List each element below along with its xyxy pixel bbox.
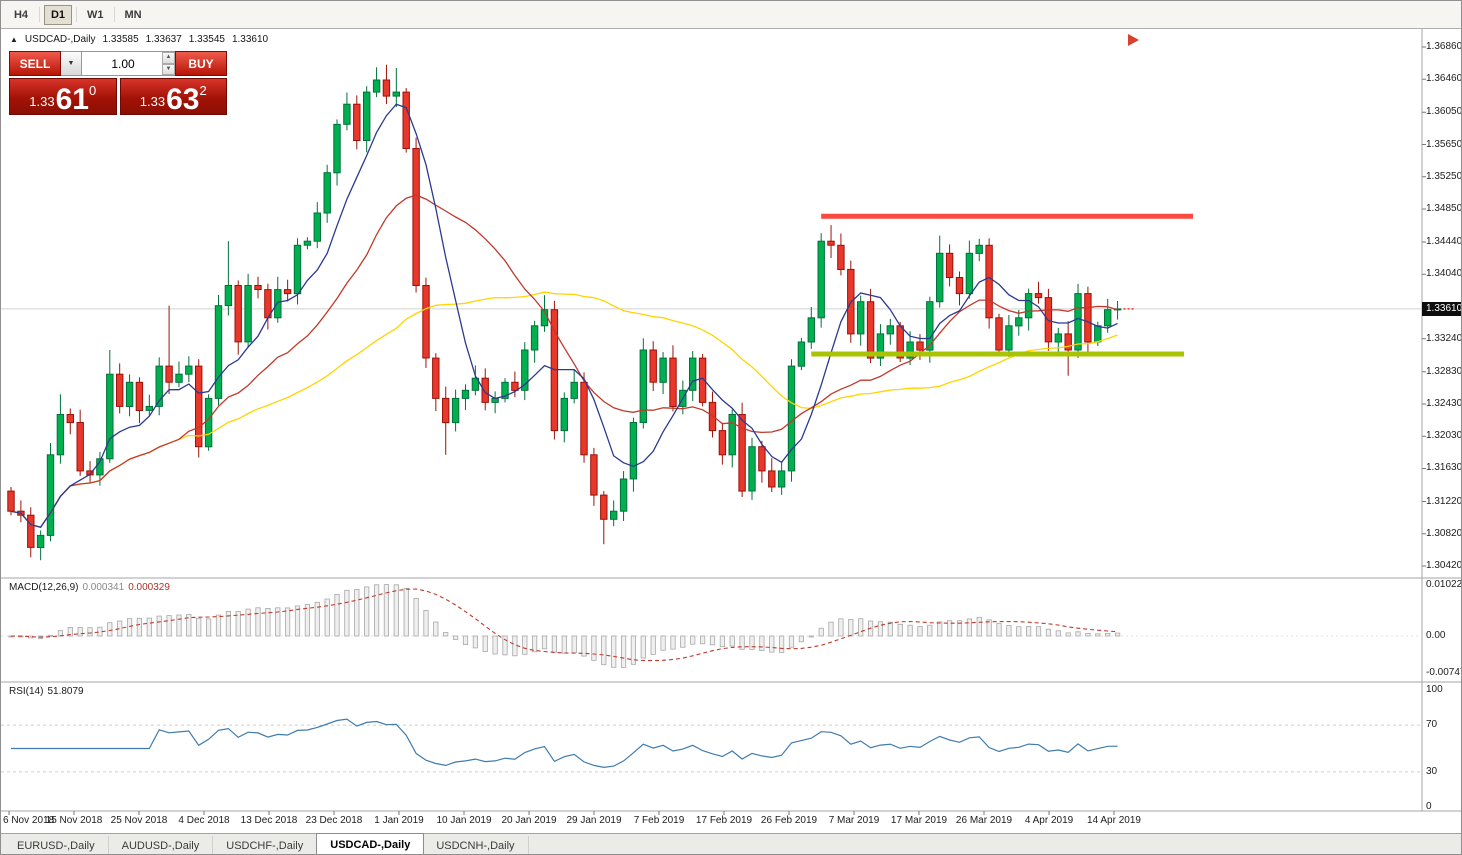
ma-fast-line [10,103,1118,529]
macd-signal-line [10,588,1118,662]
price-scale-label: 1.32830 [1426,365,1462,377]
chart-shift-marker[interactable] [1128,34,1139,46]
ohlc-close: 1.33610 [231,34,269,45]
price-scale-label: 1.30420 [1426,559,1462,571]
one-click-toggle-icon[interactable]: ▲ [10,35,18,44]
ohlc-high: 1.33637 [145,34,182,45]
price-scale-label: 1.31220 [1426,495,1462,507]
chevron-down-icon: ▼ [67,60,75,67]
ask-pips: 63 [166,83,200,116]
chart-tab-USDCAD[interactable]: USDCAD-,Daily [316,833,425,854]
toolbar-separator [113,7,115,22]
chart-symbol-label: USDCAD-,Daily [24,34,96,45]
macd-value-signal: 0.000329 [128,582,170,593]
date-label: 10 Jan 2019 [436,815,492,826]
date-label: 17 Mar 2019 [890,815,948,826]
toolbar-separator [76,7,77,22]
toolbar-separator [39,7,40,22]
price-scale-label: 1.33240 [1426,332,1462,344]
date-label: 29 Jan 2019 [566,815,622,826]
volume-field-wrap: ▲ ▼ [82,51,175,76]
date-label: 6 Nov 2018 [3,815,55,826]
price-scale-label: 1.35650 [1426,138,1462,150]
price-scale-label: 1.36460 [1426,73,1462,85]
timeframe-button-D1[interactable]: D1 [44,4,72,25]
price-scale-label: 1.32430 [1426,398,1462,409]
ask-point: 2 [199,83,207,98]
rsi-scale-label: 30 [1426,765,1438,777]
macd-label: MACD(12,26,9) 0.000341 0.000329 [9,582,170,593]
macd-scale-label: -0.007477 [1426,667,1461,679]
chart-tab-EURUSD[interactable]: EURUSD-,Daily [4,836,109,854]
date-label: 17 Feb 2019 [695,815,753,826]
macd-scale-label: 0.00 [1426,630,1446,641]
date-label: 26 Feb 2019 [760,815,818,826]
rsi-label: RSI(14) 51.8079 [9,686,84,697]
timeframe-button-H4[interactable]: H4 [7,5,35,25]
chart-info: ▲ USDCAD-,Daily 1.33585 1.33637 1.33545 … [10,34,268,45]
price-scale-label: 1.30820 [1426,527,1462,539]
rsi-scale-label: 100 [1426,684,1443,695]
bid-big-figure: 1.33 [29,94,55,109]
rsi-scale-label: 0 [1426,801,1432,812]
ask-price-panel[interactable]: 1.33 63 2 [119,78,227,116]
ma-mid-line [10,194,1118,529]
bid-pips: 61 [55,83,89,116]
price-scale-label: 1.36050 [1426,106,1462,118]
macd-histogram [8,584,1121,668]
date-label: 13 Dec 2018 [240,815,298,826]
date-label: 4 Apr 2019 [1024,815,1074,826]
sell-button[interactable]: SELL [9,51,61,76]
date-label: 7 Mar 2019 [828,815,880,826]
date-label: 26 Mar 2019 [955,815,1013,826]
volume-decrease-button[interactable]: ▼ [162,63,175,75]
ohlc-low: 1.33545 [188,34,225,45]
rsi-line [11,718,1118,769]
rsi-value: 51.8079 [47,686,84,697]
date-label: 20 Jan 2019 [501,815,557,826]
price-scale-label: 1.31630 [1426,462,1462,474]
ask-big-figure: 1.33 [139,94,166,109]
bid-price-panel[interactable]: 1.33 61 0 [9,78,117,115]
date-label: 25 Nov 2018 [110,815,168,826]
chart-tab-AUDUSD[interactable]: AUDUSD-,Daily [109,836,214,854]
one-click-trade-widget: SELL ▼ ▲ ▼ BUY 1.33 61 0 1.33 63 [9,51,227,115]
chart-tab-USDCNH[interactable]: USDCNH-,Daily [423,836,529,854]
price-scale-label: 1.32030 [1426,430,1462,442]
rsi-name: RSI(14) [9,686,44,697]
date-label: 23 Dec 2018 [305,815,363,826]
macd-name: MACD(12,26,9) [9,582,79,593]
timeframe-button-MN[interactable]: MN [119,5,148,25]
date-label: 7 Feb 2019 [633,815,685,826]
timeframe-toolbar: H4 D1 W1 MN [1,1,1461,29]
price-scale-label: 1.34850 [1426,202,1462,214]
price-scale-label: 1.34440 [1426,236,1462,248]
ma-slow-line [10,291,1118,529]
volume-input[interactable] [82,52,175,75]
rsi-scale-label: 70 [1426,719,1438,731]
chart-tabs-bar: EURUSD-,Daily AUDUSD-,Daily USDCHF-,Daily U… [1,833,1461,854]
volume-dropdown-button[interactable]: ▼ [61,51,82,76]
volume-increase-button[interactable]: ▲ [162,52,175,64]
bid-point: 0 [88,83,97,98]
candlestick-series [7,64,1122,561]
volume-spinner: ▲ ▼ [162,52,175,75]
date-label: 1 Jan 2019 [374,815,424,826]
macd-value-main: 0.000341 [82,582,125,593]
chart-tab-USDCHF[interactable]: USDCHF-,Daily [213,836,318,854]
current-price-tag: 1.33610 [1422,301,1461,316]
timeframe-button-W1[interactable]: W1 [81,5,110,25]
date-label: 15 Nov 2018 [45,815,103,826]
price-scale-label: 1.36860 [1426,41,1462,52]
ohlc-open: 1.33585 [102,34,139,45]
price-scale-label: 1.35250 [1426,170,1462,182]
date-label: 4 Dec 2018 [178,815,230,826]
macd-scale-label: 0.010229 [1426,578,1462,590]
date-label: 14 Apr 2019 [1087,815,1141,826]
buy-button[interactable]: BUY [175,51,227,76]
price-scale-label: 1.34040 [1426,268,1462,280]
